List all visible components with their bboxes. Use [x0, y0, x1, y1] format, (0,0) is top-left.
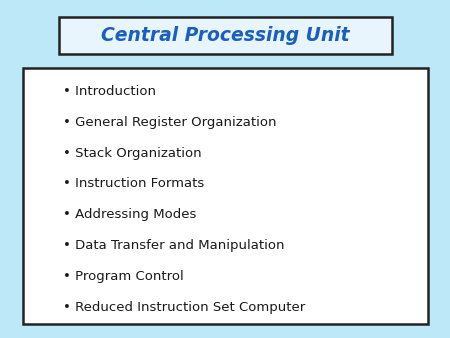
FancyBboxPatch shape	[58, 17, 392, 54]
Text: • Stack Organization: • Stack Organization	[63, 147, 202, 160]
FancyBboxPatch shape	[22, 68, 427, 324]
Text: • Reduced Instruction Set Computer: • Reduced Instruction Set Computer	[63, 301, 305, 314]
Text: • Program Control: • Program Control	[63, 270, 184, 283]
Text: • Instruction Formats: • Instruction Formats	[63, 177, 204, 191]
Text: • Data Transfer and Manipulation: • Data Transfer and Manipulation	[63, 239, 284, 252]
Text: • Addressing Modes: • Addressing Modes	[63, 208, 196, 221]
Text: • General Register Organization: • General Register Organization	[63, 116, 276, 129]
Text: • Introduction: • Introduction	[63, 85, 156, 98]
Text: Central Processing Unit: Central Processing Unit	[101, 26, 349, 45]
